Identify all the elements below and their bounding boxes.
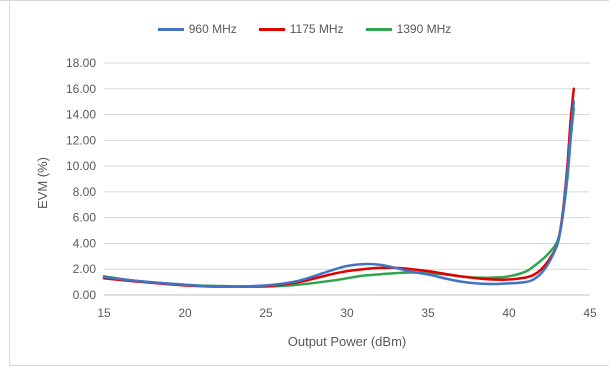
series-line-1175-mhz: [102, 87, 576, 288]
y-tick-label: 6.00: [73, 211, 97, 225]
x-tick-label: 15: [97, 306, 111, 320]
legend-item-1390: 1390 MHz: [365, 22, 452, 36]
legend-label-1175: 1175 MHz: [289, 22, 344, 36]
legend-swatch-1390: [365, 27, 392, 31]
x-tick-label: 35: [421, 306, 435, 320]
y-tick-label: 16.00: [66, 82, 96, 96]
chart-legend: 960 MHz 1175 MHz 1390 MHz: [0, 22, 609, 36]
x-tick-labels: 15 20 25 30 35 40 45: [97, 306, 597, 320]
legend-swatch-1175: [258, 27, 285, 31]
legend-item-1175: 1175 MHz: [258, 22, 344, 36]
legend-label-960: 960 MHz: [188, 22, 237, 36]
y-tick-labels: 0.00 2.00 4.00 6.00 8.00 10.00 12.00 14.00 16.00…: [66, 56, 96, 302]
legend-item-960: 960 MHz: [157, 22, 237, 36]
y-tick-label: 12.00: [66, 133, 96, 147]
x-tick-label: 45: [583, 306, 597, 320]
y-tick-label: 0.00: [73, 288, 97, 302]
series-line-960-mhz: [102, 100, 576, 288]
frame-left-border: [9, 0, 10, 366]
y-tick-label: 18.00: [66, 56, 96, 70]
x-tick-label: 30: [340, 306, 354, 320]
series-line-1390-mhz: [102, 106, 576, 288]
series-lines: [102, 87, 576, 288]
y-tick-label: 4.00: [73, 236, 97, 250]
y-tick-label: 2.00: [73, 262, 97, 276]
y-tick-label: 10.00: [66, 159, 96, 173]
x-axis-title: Output Power (dBm): [288, 334, 407, 349]
x-tick-label: 40: [502, 306, 516, 320]
y-tick-label: 14.00: [66, 108, 96, 122]
y-tick-label: 8.00: [73, 185, 97, 199]
x-tick-label: 20: [178, 306, 192, 320]
gridlines: [104, 62, 590, 296]
frame-top-border: [0, 0, 609, 1]
legend-swatch-960: [157, 27, 184, 31]
y-axis-title: EVM (%): [35, 157, 50, 209]
legend-label-1390: 1390 MHz: [396, 22, 452, 36]
x-tick-label: 25: [259, 306, 273, 320]
